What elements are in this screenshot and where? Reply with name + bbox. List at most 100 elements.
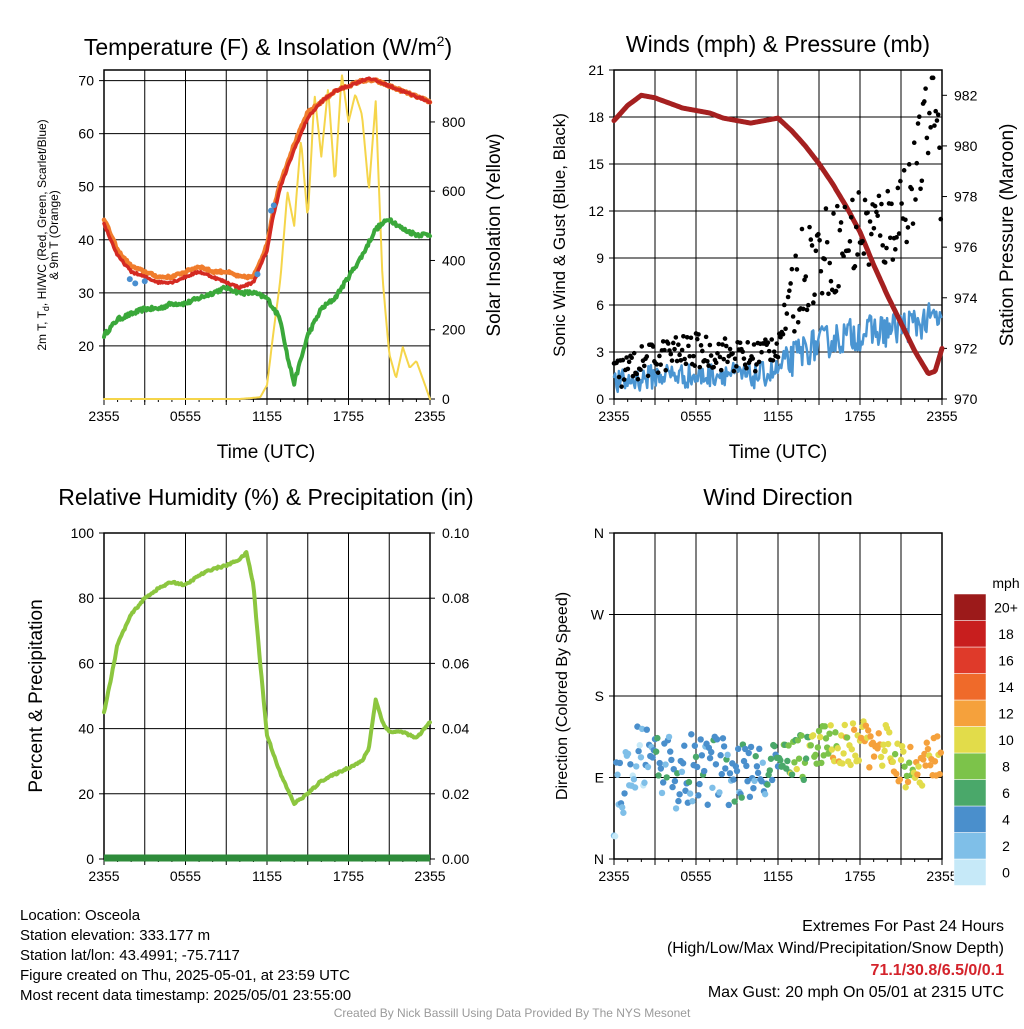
gust-point: [752, 368, 758, 374]
direction-point: [843, 734, 851, 741]
gust-point: [705, 358, 710, 364]
gust-point: [717, 354, 723, 360]
gust-point: [790, 314, 796, 319]
direction-point: [733, 767, 741, 775]
direction-point: [897, 756, 905, 764]
gust-point: [713, 360, 719, 366]
gust-point: [624, 355, 629, 360]
pressure-line: [611, 92, 945, 376]
gust-point: [621, 377, 627, 382]
direction-point: [672, 805, 680, 812]
gust-point: [831, 211, 836, 216]
x-tick-label: 2355: [598, 868, 629, 884]
gust-point: [774, 341, 780, 346]
gust-point: [833, 288, 839, 294]
plot-frame: [613, 69, 943, 400]
gust-point: [658, 362, 663, 367]
recent-timestamp: Most recent data timestamp: 2025/05/01 2…: [20, 987, 352, 1004]
direction-point: [740, 757, 748, 765]
direction-point: [831, 757, 838, 765]
temperature-x-label: Time (UTC): [217, 442, 316, 463]
direction-point: [665, 733, 673, 741]
gust-point: [919, 178, 925, 184]
gust-point: [629, 355, 634, 361]
gust-point: [783, 326, 788, 332]
gust-point: [683, 361, 689, 367]
gust-point: [676, 342, 681, 347]
direction-point: [696, 780, 703, 788]
direction-point: [761, 790, 769, 798]
direction-point: [679, 760, 687, 767]
direction-point: [777, 757, 784, 764]
gust-point: [771, 349, 777, 354]
y-tick-label: 0: [596, 391, 604, 407]
direction-point: [698, 752, 706, 759]
direction-point: [745, 749, 752, 757]
direction-point: [814, 744, 822, 751]
direction-point: [904, 778, 912, 786]
gust-point: [763, 337, 768, 342]
gust-point: [803, 274, 809, 279]
direction-point: [682, 787, 689, 794]
direction-point: [880, 741, 887, 748]
direction-point: [751, 777, 758, 785]
gust-point: [916, 114, 922, 120]
direction-point: [818, 759, 825, 767]
y-tick-label: 70: [78, 73, 94, 89]
gust-point: [740, 349, 745, 354]
gust-point: [691, 353, 696, 359]
direction-point: [675, 797, 682, 805]
x-tick-label: 1755: [844, 868, 875, 884]
pressure-y-label: Station Pressure (Maroon): [997, 124, 1018, 347]
direction-point: [870, 753, 878, 760]
wind-chill-point: [254, 271, 261, 278]
direction-point: [718, 770, 725, 778]
direction-point: [900, 748, 907, 755]
gust-point: [660, 339, 666, 344]
direction-point: [924, 745, 932, 753]
gust-point: [875, 213, 880, 219]
direction-point: [834, 745, 841, 752]
direction-point: [902, 784, 909, 791]
colorbar-label: 18: [998, 626, 1014, 642]
direction-point: [753, 763, 761, 770]
gust-point: [884, 245, 889, 251]
temp-2m-line: [102, 76, 432, 291]
direction-point: [784, 757, 791, 765]
gust-point: [934, 118, 940, 123]
colorbar-swatch: [953, 779, 987, 807]
y-right-tick-label: 0.08: [442, 590, 469, 606]
direction-point: [795, 755, 803, 762]
direction-point: [719, 735, 727, 742]
y-right-tick-label: 982: [954, 87, 978, 103]
gust-point: [827, 260, 833, 266]
gust-point: [639, 344, 645, 349]
gust-point: [880, 243, 886, 248]
gust-point: [684, 335, 690, 340]
gust-point: [703, 334, 709, 340]
gust-point: [899, 201, 904, 206]
direction-point: [821, 723, 829, 730]
direction-point: [726, 770, 734, 777]
gust-point: [670, 340, 676, 346]
gust-point: [630, 373, 636, 379]
direction-point: [813, 760, 820, 767]
station-info: Location: Osceola Station elevation: 333…: [20, 906, 351, 1006]
direction-point: [815, 727, 823, 735]
gust-point: [853, 224, 859, 230]
direction-point: [709, 784, 716, 791]
gust-point: [716, 341, 722, 347]
gust-point: [732, 356, 738, 362]
direction-point: [693, 763, 701, 771]
gust-point: [911, 140, 917, 145]
direction-point: [637, 754, 645, 761]
sonic-wind-line: [612, 302, 943, 394]
gust-point: [673, 335, 679, 340]
humidity-y-label: Percent & Precipitation: [26, 599, 47, 792]
y-tick-label: 40: [78, 721, 94, 737]
gust-point: [742, 362, 748, 368]
gust-point: [922, 99, 927, 104]
gust-point: [793, 253, 798, 259]
direction-point: [812, 751, 819, 759]
